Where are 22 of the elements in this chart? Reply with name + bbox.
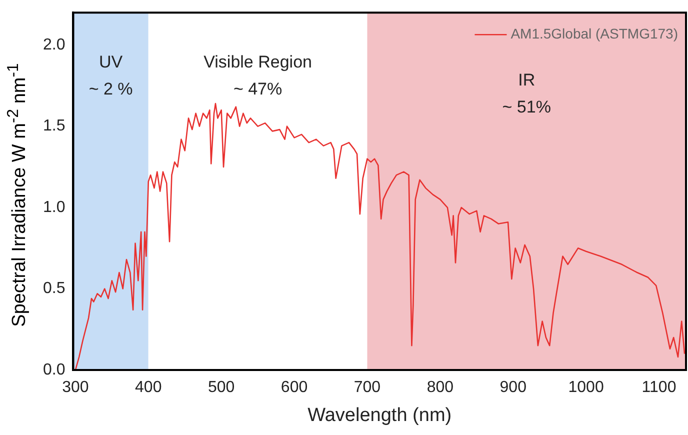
legend-label: AM1.5Global (ASTMG173) [510, 25, 678, 42]
x-tick-label: 1000 [568, 379, 604, 396]
x-tick-label: 700 [354, 379, 381, 396]
x-tick-label: 400 [135, 379, 162, 396]
y-tick-label: 1.5 [42, 118, 66, 135]
x-tick-label: 900 [500, 379, 527, 396]
annotation: ~ 2 % [88, 79, 133, 98]
band-label: UV [99, 52, 124, 72]
annotation: ~ 47% [233, 79, 282, 98]
x-tick-label: 600 [280, 379, 308, 396]
x-tick-label: 300 [62, 379, 89, 396]
annotation: ~ 51% [502, 97, 551, 116]
x-tick-label: 800 [426, 379, 454, 396]
x-tick-label: 500 [208, 379, 235, 396]
y-tick-label: 1.0 [42, 198, 66, 216]
y-tick-label: 2.0 [42, 36, 66, 54]
y-tick-label: 0.0 [42, 361, 66, 378]
band-label: IR [518, 70, 536, 90]
x-axis-title: Wavelength (nm) [308, 404, 452, 426]
x-tick-label: 1100 [642, 379, 676, 396]
band-label: Visible Region [204, 52, 312, 72]
y-tick-label: 0.5 [42, 280, 66, 298]
